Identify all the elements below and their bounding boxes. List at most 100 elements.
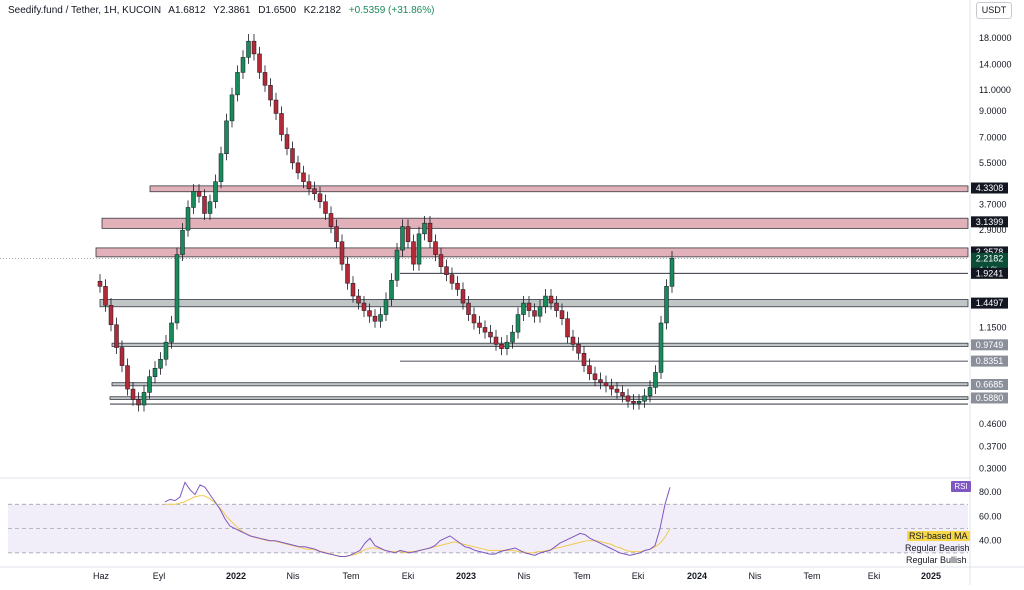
candle <box>169 322 174 343</box>
price-level-label: 1.9241 <box>976 268 1004 278</box>
y-tick-label: 0.3700 <box>979 442 1007 452</box>
candle <box>482 327 488 333</box>
candle <box>317 193 323 203</box>
sr-zone <box>109 396 969 400</box>
y-tick-label: 3.7000 <box>979 200 1007 210</box>
price-level-tag <box>971 339 1008 351</box>
candle <box>548 295 554 304</box>
price-level-tag <box>971 216 1008 228</box>
candle <box>224 120 229 154</box>
candle <box>570 336 576 345</box>
price-level-tag <box>971 355 1008 367</box>
candle <box>350 283 356 297</box>
rsi-tick-label: 80.00 <box>979 487 1002 497</box>
candle <box>323 201 328 214</box>
price-level-label: 4.3308 <box>976 183 1004 193</box>
candle <box>312 188 317 195</box>
sr-zone <box>95 247 969 258</box>
rsi-tick-label: 60.00 <box>979 511 1002 521</box>
symbol-title: Seedify.fund / Tether, 1H, KUCOIN <box>8 5 162 16</box>
candle <box>257 53 262 73</box>
x-tick-label: 2024 <box>687 571 707 581</box>
candle <box>218 153 224 182</box>
candle <box>301 172 306 182</box>
x-tick-label: Nis <box>518 571 531 581</box>
candle <box>515 314 521 333</box>
price-level-label: 0.6685 <box>976 379 1004 389</box>
candle <box>152 368 158 377</box>
candle <box>185 207 191 231</box>
candle <box>532 310 537 317</box>
sr-zone <box>111 342 969 347</box>
rsi-title: RSI <box>951 481 971 492</box>
price-level-label: 2.2182 <box>976 253 1004 263</box>
candle <box>653 372 658 388</box>
candle <box>554 302 559 311</box>
y-tick-label: 14.0000 <box>979 60 1012 70</box>
candle <box>97 280 103 287</box>
candle <box>433 241 438 255</box>
candle <box>356 295 361 304</box>
x-tick-label: Eki <box>402 571 415 581</box>
candle <box>614 388 620 393</box>
candle <box>147 376 152 393</box>
candle <box>191 190 196 208</box>
candle <box>504 341 510 349</box>
x-tick-label: Eyl <box>153 571 166 581</box>
candle <box>449 274 455 284</box>
candle <box>295 162 301 174</box>
candle <box>394 249 400 281</box>
x-tick-label: Haz <box>93 571 110 581</box>
y-tick-label: 2.9000 <box>979 225 1007 235</box>
symbol-header: Seedify.fund / Tether, 1H, KUCOIN A1.681… <box>8 5 439 16</box>
candle <box>592 373 598 380</box>
candle <box>471 314 477 324</box>
candle <box>273 99 279 114</box>
candle <box>400 226 405 251</box>
candle <box>235 72 240 96</box>
candle <box>488 331 493 338</box>
y-tick-label: 5.5000 <box>979 158 1007 168</box>
candle <box>625 395 631 402</box>
candle <box>543 295 548 308</box>
candle <box>510 331 515 343</box>
price-level-label: 0.8351 <box>976 356 1004 366</box>
candle <box>460 289 466 304</box>
x-tick-label: 2023 <box>456 571 476 581</box>
price-level-label: 3.1399 <box>976 217 1004 227</box>
candle <box>669 258 675 287</box>
sr-zone <box>149 185 969 193</box>
candle <box>367 310 372 317</box>
sr-zone <box>101 217 969 229</box>
currency-button[interactable]: USDT <box>976 2 1012 19</box>
candle <box>246 40 251 58</box>
rsi-tick-label: 40.00 <box>979 536 1002 546</box>
candle <box>202 196 207 214</box>
candle <box>103 286 108 306</box>
price-level-tag <box>971 392 1008 404</box>
candle <box>361 302 367 311</box>
candle <box>262 72 268 86</box>
candle <box>290 148 295 164</box>
candle <box>537 306 543 317</box>
candle <box>119 347 125 366</box>
candle <box>493 336 499 345</box>
candle <box>158 358 163 369</box>
change-value: +0.5359 (+31.86%) <box>348 5 435 16</box>
candle <box>334 226 339 242</box>
sr-zone <box>111 382 969 387</box>
candle <box>306 181 312 190</box>
high-value: Y2.3861 <box>213 5 251 16</box>
sr-zone <box>99 299 969 308</box>
candle <box>526 302 532 311</box>
candle <box>114 324 119 348</box>
candle <box>422 222 427 235</box>
price-level-label: 0.5880 <box>976 393 1004 403</box>
candle <box>339 241 345 265</box>
x-tick-label: Eki <box>632 571 645 581</box>
candle <box>196 190 202 197</box>
candle <box>664 286 669 324</box>
candle <box>444 266 449 275</box>
